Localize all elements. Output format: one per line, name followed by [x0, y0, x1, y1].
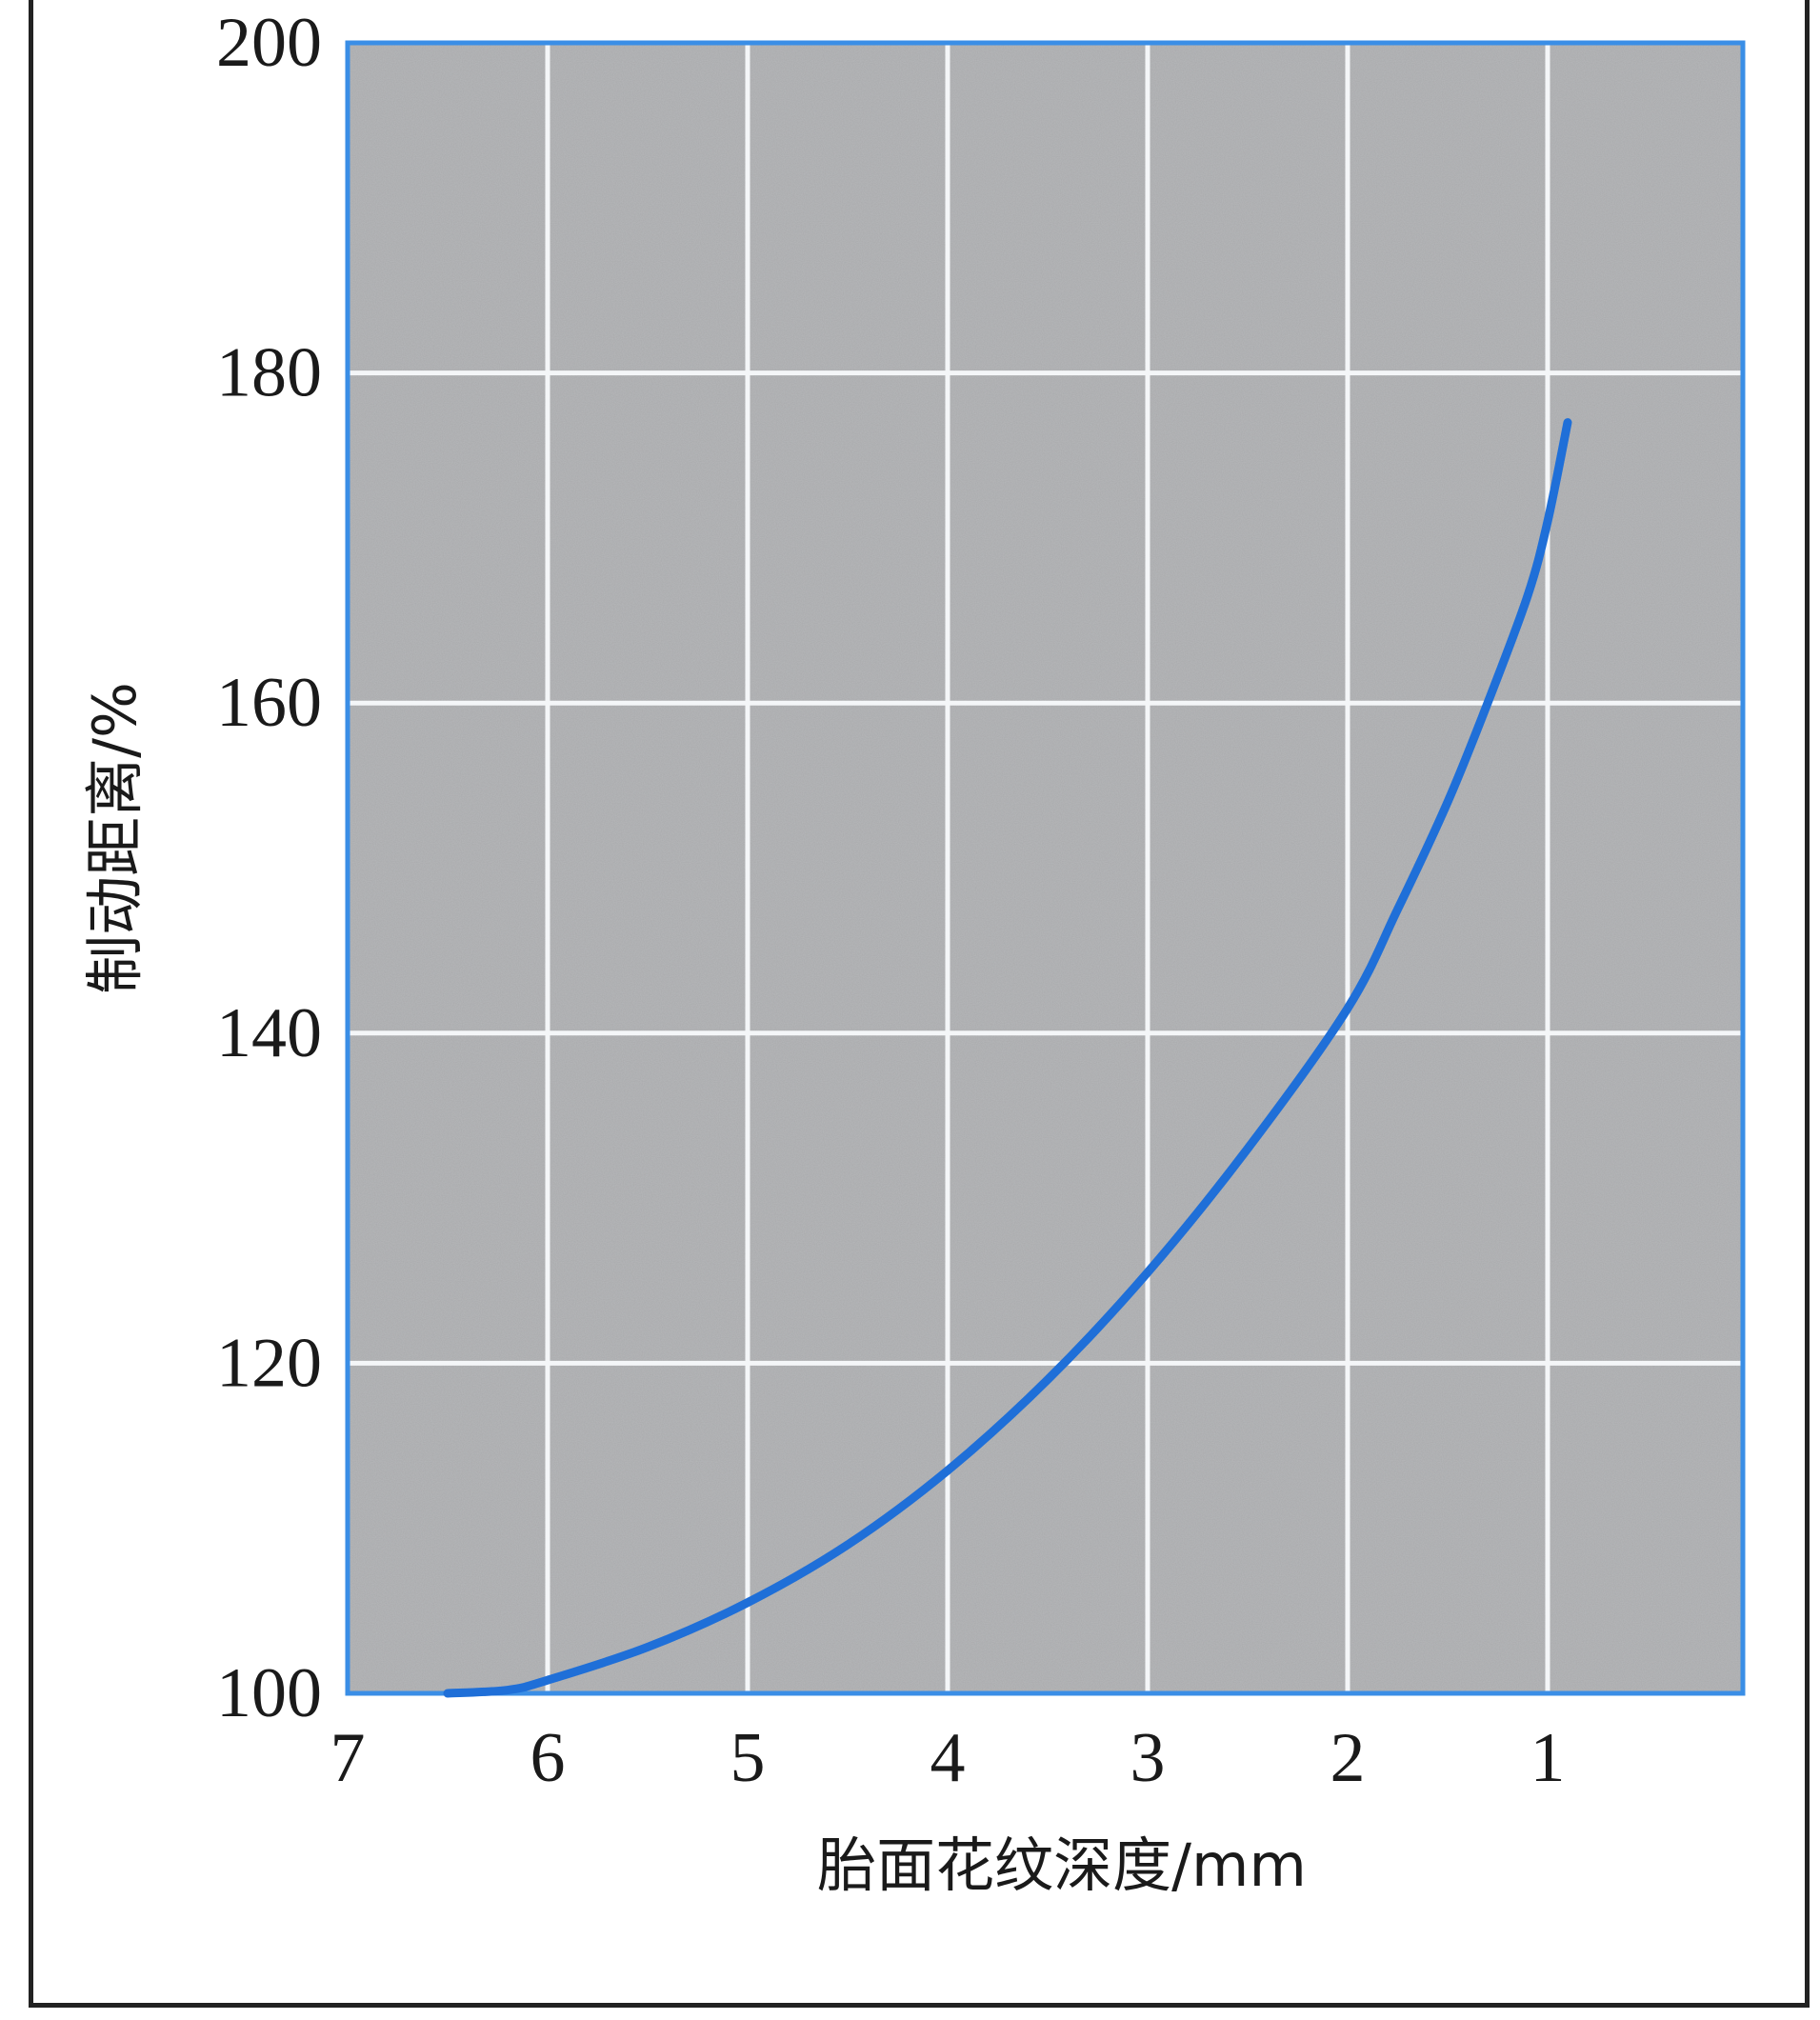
- x-tick-label: 3: [1130, 1719, 1166, 1797]
- plot-texture: [348, 43, 1743, 1693]
- y-tick-label: 200: [216, 4, 322, 82]
- y-tick-label: 120: [216, 1324, 322, 1402]
- y-tick-label: 160: [216, 664, 322, 742]
- plot-border: [345, 40, 1746, 1696]
- chart-frame: [29, 0, 1810, 2008]
- x-tick-label: 7: [330, 1719, 366, 1797]
- x-tick-labels: 7 6 5 4 3 2 1: [330, 1719, 1566, 1797]
- x-tick-label: 6: [530, 1719, 566, 1797]
- x-tick-label: 4: [930, 1719, 966, 1797]
- y-tick-labels: 100 120 140 160 180 200: [216, 4, 322, 1732]
- series-line: [443, 418, 1572, 1698]
- series-layer: [443, 418, 1572, 1698]
- plot-area: [348, 43, 1743, 1693]
- y-tick-label: 100: [216, 1654, 322, 1732]
- y-tick-label: 140: [216, 994, 322, 1072]
- x-axis-label: 胎面花纹深度/mm: [817, 1830, 1307, 1900]
- x-tick-label: 5: [730, 1719, 766, 1797]
- x-tick-label: 1: [1530, 1719, 1566, 1797]
- x-tick-label: 2: [1330, 1719, 1366, 1797]
- y-axis-label: 制动距离/%: [80, 682, 150, 994]
- grid-lines: [348, 40, 1743, 1693]
- y-tick-label: 180: [216, 334, 322, 412]
